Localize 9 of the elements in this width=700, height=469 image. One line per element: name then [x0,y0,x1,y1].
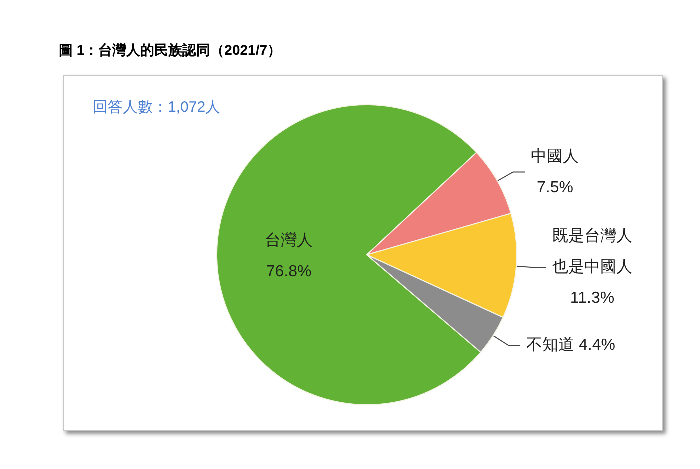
data-label: 7.5% [536,179,574,196]
slice-label: 中國人 [531,147,580,166]
chart-title: 圖 1：台灣人的民族認同（2021/7） [59,42,282,58]
data-label: 76.8% [266,264,312,281]
data-label: 11.3% [570,290,615,308]
text: 回答人數：1,072人 [93,99,221,116]
slice-label: 既是台灣人也是中國人 [552,227,633,276]
slice-label: 台灣人 [265,232,314,250]
slice-label: 不知道 4.4% [526,337,616,354]
